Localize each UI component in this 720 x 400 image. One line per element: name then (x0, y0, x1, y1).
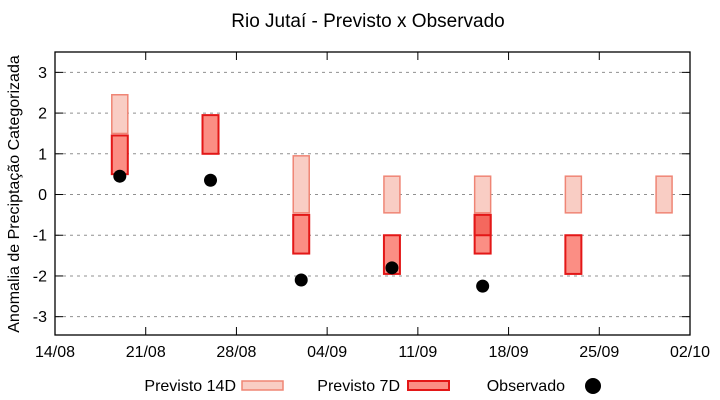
x-tick-label: 02/10 (670, 344, 710, 361)
previsto-14d-bar (383, 175, 401, 214)
x-tick-label: 11/09 (398, 344, 437, 361)
observado-dot-icon (585, 378, 601, 394)
observado-point (294, 273, 308, 287)
legend: Previsto 14D Previsto 7D Observado (144, 378, 601, 395)
observado-point (385, 261, 399, 275)
previsto-7d-bar (564, 234, 583, 275)
x-tick-label: 18/09 (489, 344, 529, 361)
gridlines (56, 71, 689, 318)
previsto-14d-swatch-icon (241, 380, 284, 391)
x-tick-label: 25/09 (579, 344, 619, 361)
legend-label-previsto-14d: Previsto 14D (144, 378, 236, 395)
axes (54, 51, 691, 336)
previsto-14d-bar (473, 175, 492, 214)
tick-labels: 3 2 1 0 -1 -2 -3 14/08 21/08 28/08 04/09 11/09 18/09… (33, 65, 710, 361)
chart-title: Rio Jutaí - Previsto x Observado (231, 11, 505, 32)
y-tick-label: -1 (33, 228, 47, 245)
previsto-14d-bar (564, 175, 583, 214)
y-axis-label: Anomalia de Preciptação Categorizada (6, 55, 23, 333)
observado-point (476, 279, 490, 293)
observado-point (113, 169, 127, 183)
x-tick-label: 28/08 (216, 344, 256, 361)
previsto-14d-bar (292, 155, 310, 214)
previsto-7d-overlap-bar (473, 213, 492, 237)
observado-point (204, 173, 218, 187)
x-tick-label: 04/09 (307, 344, 347, 361)
y-tick-label: 1 (38, 146, 47, 163)
x-tick-label: 21/08 (126, 344, 166, 361)
previsto-7d-swatch-icon (407, 380, 450, 391)
previsto-7d-bar (110, 134, 129, 176)
plot-border (54, 51, 691, 336)
x-tick-label: 14/08 (35, 344, 75, 361)
forecast-bars (110, 94, 673, 275)
observed-points (113, 169, 490, 293)
y-tick-label: -2 (33, 268, 47, 285)
legend-label-observado: Observado (487, 378, 565, 395)
previsto-7d-bar (201, 114, 220, 155)
previsto-14d-bar (111, 94, 129, 135)
y-tick-label: 2 (38, 106, 47, 123)
previsto-7d-bar (292, 213, 311, 255)
y-tick-label: 0 (38, 187, 47, 204)
previsto-14d-bar (655, 175, 673, 214)
y-tick-label: -3 (33, 309, 47, 326)
y-tick-label: 3 (38, 65, 47, 82)
legend-label-previsto-7d: Previsto 7D (317, 378, 400, 395)
